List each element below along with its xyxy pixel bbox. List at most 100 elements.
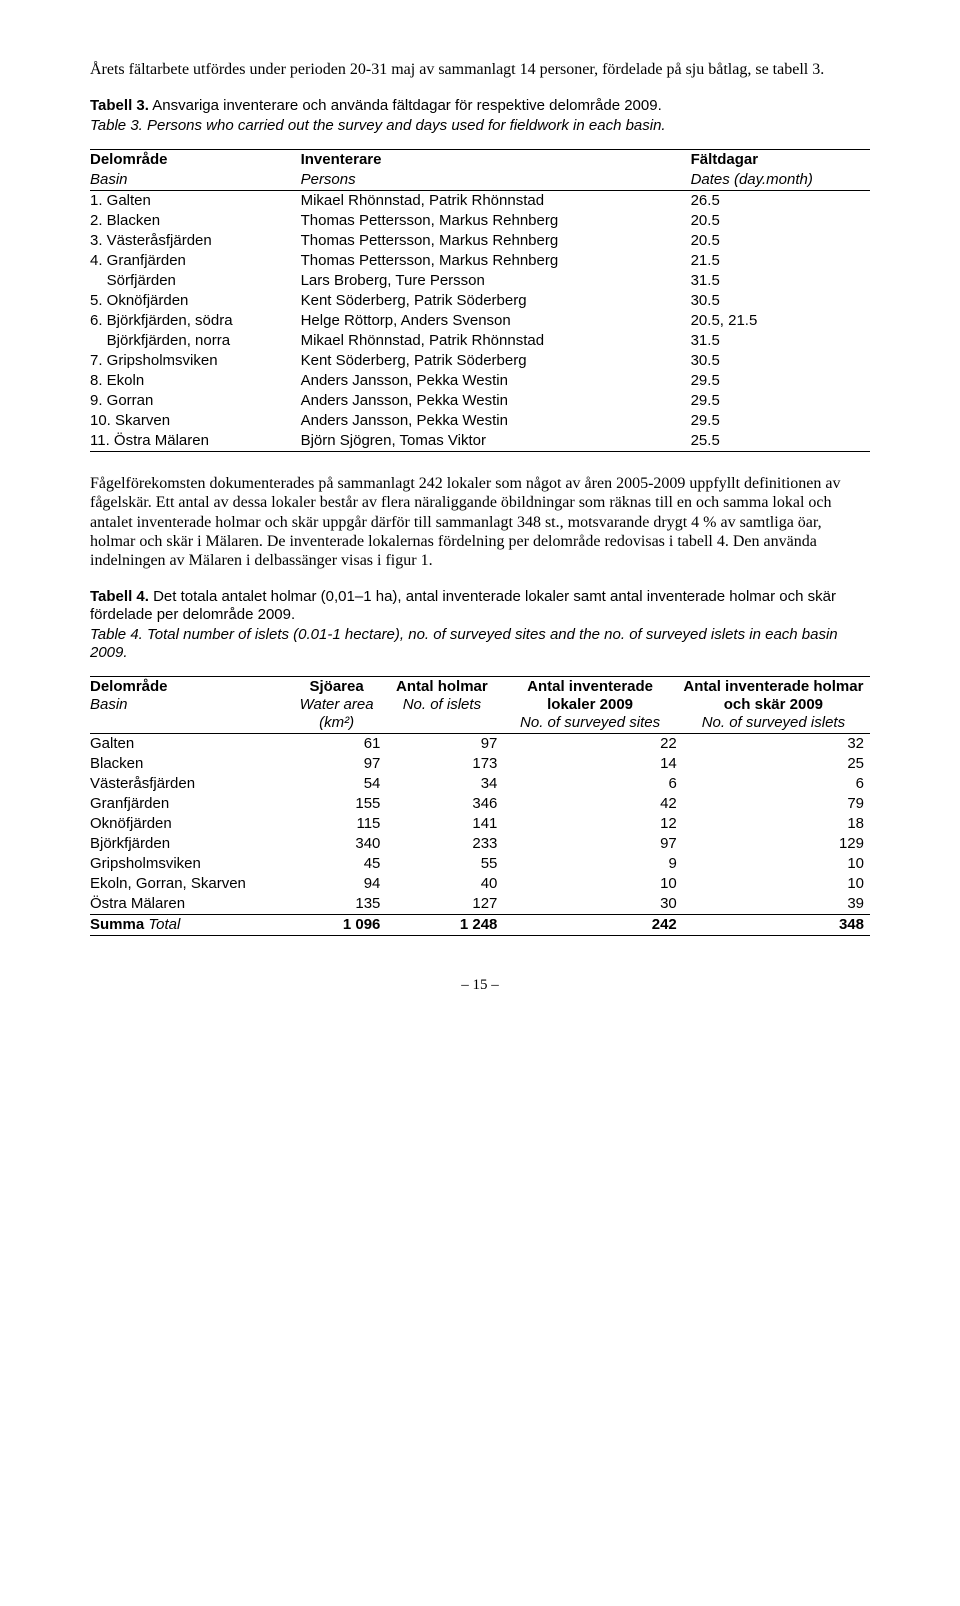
table4: Delområde Basin Sjöarea Water area (km²)…	[90, 676, 870, 936]
table-cell: 40	[386, 874, 503, 894]
table-cell: 141	[386, 814, 503, 834]
table4-h5: Antal inventerade holmar och skär 2009 N…	[683, 677, 870, 734]
table-cell: 135	[293, 894, 387, 915]
mid-paragraph: Fågelförekomsten dokumenterades på samma…	[90, 474, 870, 570]
table-cell: 18	[683, 814, 870, 834]
table-cell: Björkfjärden	[90, 834, 293, 854]
table3-caption-rest: Ansvariga inventerare och använda fältda…	[149, 97, 662, 114]
table-row: 2. BlackenThomas Pettersson, Markus Rehn…	[90, 211, 870, 231]
table-cell: Thomas Pettersson, Markus Rehnberg	[301, 251, 691, 271]
table-cell: 25	[683, 754, 870, 774]
table-row: 9. GorranAnders Jansson, Pekka Westin29.…	[90, 391, 870, 411]
table-cell: Mikael Rhönnstad, Patrik Rhönnstad	[301, 331, 691, 351]
table-cell: 9. Gorran	[90, 391, 301, 411]
table-cell: 39	[683, 894, 870, 915]
table-cell: 32	[683, 734, 870, 755]
table-cell: 10	[683, 874, 870, 894]
table-row: 6. Björkfjärden, södraHelge Röttorp, And…	[90, 311, 870, 331]
table-cell: Granfjärden	[90, 794, 293, 814]
table-cell: 79	[683, 794, 870, 814]
table-row: Oknöfjärden1151411218	[90, 814, 870, 834]
table-cell: Anders Jansson, Pekka Westin	[301, 391, 691, 411]
table-cell: 21.5	[691, 251, 870, 271]
table-cell: Ekoln, Gorran, Skarven	[90, 874, 293, 894]
table-cell: Anders Jansson, Pekka Westin	[301, 411, 691, 431]
table-cell: Oknöfjärden	[90, 814, 293, 834]
table4-sum-d: 242	[503, 915, 682, 936]
table-cell: Thomas Pettersson, Markus Rehnberg	[301, 211, 691, 231]
table-cell: 20.5	[691, 211, 870, 231]
table-cell: 8. Ekoln	[90, 371, 301, 391]
table-cell: 20.5, 21.5	[691, 311, 870, 331]
table-cell: 97	[386, 734, 503, 755]
table-row: Gripsholmsviken4555910	[90, 854, 870, 874]
table-row: 5. OknöfjärdenKent Söderberg, Patrik Söd…	[90, 291, 870, 311]
table3-h1: Delområde	[90, 150, 301, 171]
table-cell: 29.5	[691, 371, 870, 391]
table-cell: 115	[293, 814, 387, 834]
table-cell: 34	[386, 774, 503, 794]
table-cell: Mikael Rhönnstad, Patrik Rhönnstad	[301, 191, 691, 212]
table4-h2: Sjöarea Water area (km²)	[293, 677, 387, 734]
page-number: – 15 –	[90, 976, 870, 994]
table-row: Björkfjärden34023397129	[90, 834, 870, 854]
table-row: Björkfjärden, norraMikael Rhönnstad, Pat…	[90, 331, 870, 351]
table-cell: 6	[683, 774, 870, 794]
table-cell: 31.5	[691, 331, 870, 351]
table-cell: 14	[503, 754, 682, 774]
table3-h3: Fältdagar	[691, 150, 870, 171]
table-cell: 11. Östra Mälaren	[90, 431, 301, 452]
table3-header-row-it: Basin Persons Dates (day.month)	[90, 170, 870, 191]
table-cell: 97	[293, 754, 387, 774]
table-row: 8. EkolnAnders Jansson, Pekka Westin29.5	[90, 371, 870, 391]
table-row: 4. GranfjärdenThomas Pettersson, Markus …	[90, 251, 870, 271]
table-row: 10. SkarvenAnders Jansson, Pekka Westin2…	[90, 411, 870, 431]
table-cell: 2. Blacken	[90, 211, 301, 231]
table4-caption-bold: Tabell 4.	[90, 588, 149, 605]
table4-caption-rest: Det totala antalet holmar (0,01–1 ha), a…	[90, 588, 836, 623]
table-cell: 54	[293, 774, 387, 794]
table-cell: 6	[503, 774, 682, 794]
table-cell: 6. Björkfjärden, södra	[90, 311, 301, 331]
table3-caption-italic: Table 3. Persons who carried out the sur…	[90, 117, 870, 135]
table4-h1: Delområde Basin	[90, 677, 293, 734]
table3-h2: Inventerare	[301, 150, 691, 171]
table-cell: Östra Mälaren	[90, 894, 293, 915]
table-row: 7. GripsholmsvikenKent Söderberg, Patrik…	[90, 351, 870, 371]
table-cell: Kent Söderberg, Patrik Söderberg	[301, 291, 691, 311]
table-cell: 29.5	[691, 411, 870, 431]
table-row: Galten61972232	[90, 734, 870, 755]
table-cell: 3. Västeråsfjärden	[90, 231, 301, 251]
table-cell: 129	[683, 834, 870, 854]
table-cell: 55	[386, 854, 503, 874]
table-cell: Helge Röttorp, Anders Svenson	[301, 311, 691, 331]
table4-h3: Antal holmar No. of islets	[386, 677, 503, 734]
table-cell: 94	[293, 874, 387, 894]
table-cell: 42	[503, 794, 682, 814]
table-cell: Anders Jansson, Pekka Westin	[301, 371, 691, 391]
table4-sum-label: Summa Total	[90, 915, 293, 936]
table-cell: Blacken	[90, 754, 293, 774]
table-cell: 45	[293, 854, 387, 874]
table-cell: 127	[386, 894, 503, 915]
table4-h4: Antal inventerade lokaler 2009 No. of su…	[503, 677, 682, 734]
table-cell: Kent Söderberg, Patrik Söderberg	[301, 351, 691, 371]
table-cell: 10	[503, 874, 682, 894]
table-cell: 26.5	[691, 191, 870, 212]
table-cell: 5. Oknöfjärden	[90, 291, 301, 311]
table3-hi1: Basin	[90, 170, 301, 191]
table-cell: 10. Skarven	[90, 411, 301, 431]
table-cell: 4. Granfjärden	[90, 251, 301, 271]
table3: Delområde Inventerare Fältdagar Basin Pe…	[90, 149, 870, 452]
table-cell: 9	[503, 854, 682, 874]
table-cell: 10	[683, 854, 870, 874]
table-cell: 1. Galten	[90, 191, 301, 212]
table-row: Blacken971731425	[90, 754, 870, 774]
table-row: Västeråsfjärden543466	[90, 774, 870, 794]
table-row: 11. Östra MälarenBjörn Sjögren, Tomas Vi…	[90, 431, 870, 452]
table-cell: 20.5	[691, 231, 870, 251]
table4-sum-b: 1 096	[293, 915, 387, 936]
table-cell: 30	[503, 894, 682, 915]
table-row: 3. VästeråsfjärdenThomas Pettersson, Mar…	[90, 231, 870, 251]
table-cell: Björkfjärden, norra	[90, 331, 301, 351]
